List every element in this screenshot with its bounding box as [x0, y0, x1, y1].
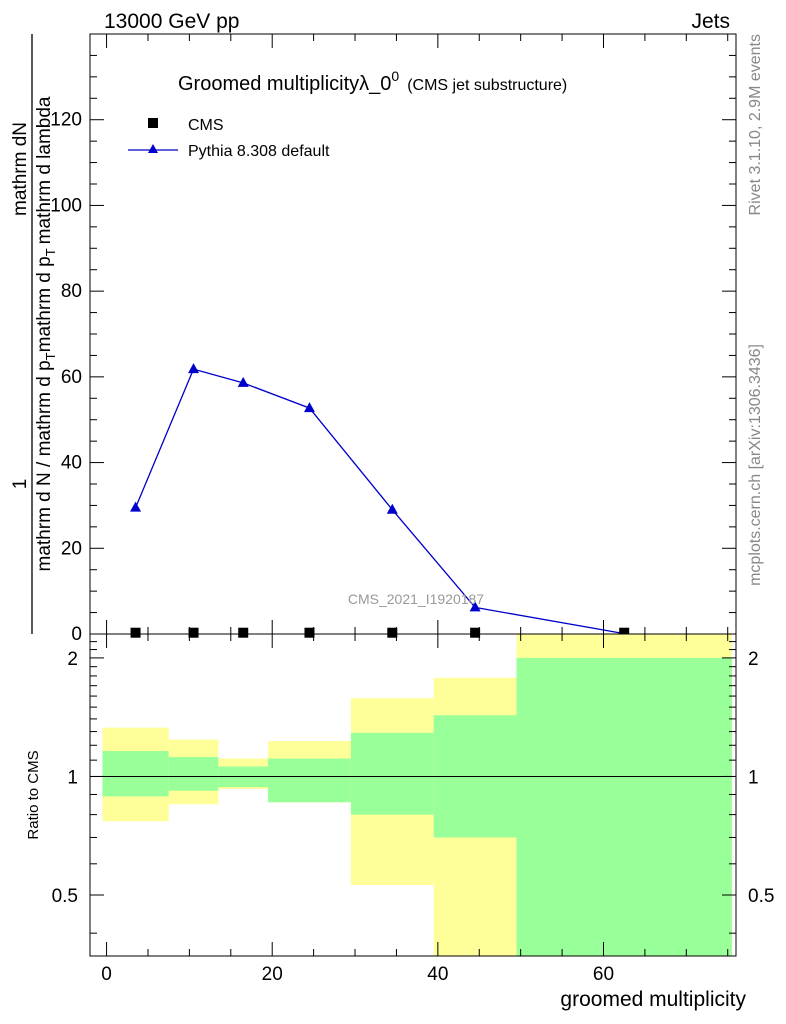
ratio-panel: 0.5 0.51 12 20 20 40 60 Ratio to CMS groomed m…: [25, 633, 774, 1011]
ratio-ytick-label-left: 2: [67, 649, 78, 670]
cms-point: [470, 627, 481, 638]
main-ytick-label: 100: [50, 195, 82, 216]
ratio-band-inner: [168, 757, 219, 791]
ratio-xtick-label: 60: [593, 964, 614, 985]
ratio-ytick-label-right: 2: [748, 649, 759, 670]
analysis-watermark: CMS_2021_I1920187: [348, 591, 484, 607]
cms-point: [130, 627, 141, 638]
legend-pythia-marker: [148, 144, 158, 153]
ratio-xlabel: groomed multiplicity: [560, 988, 746, 1011]
pythia-point: [386, 503, 398, 514]
main-ytick-label: 40: [61, 453, 82, 474]
ratio-band-inner: [268, 758, 351, 803]
ratio-band-inner: [516, 657, 732, 956]
rivet-label: Rivet 3.1.10, 2.9M events: [747, 34, 764, 215]
main-frame: [89, 33, 737, 635]
ratio-band-inner: [350, 732, 434, 815]
ratio-xtick-label: 40: [427, 964, 448, 985]
ratio-ytick-label-right: 0.5: [748, 886, 774, 907]
main-panel: 0 20 40 60 80 100 120 Groomed multiplicityλ_00…: [10, 33, 737, 645]
main-ytick-label: 80: [61, 281, 82, 302]
legend: CMS Pythia 8.308 default: [128, 117, 330, 160]
cms-point: [304, 627, 315, 638]
mcplots-label: mcplots.cern.ch [arXiv:1306.3436]: [747, 344, 764, 586]
pythia-point: [469, 601, 481, 612]
ylabel-fraction-dn: mathrm dN: [10, 122, 31, 216]
ylabel-fraction-one: 1: [10, 479, 31, 490]
ylabel-denominator: mathrm d N / mathrm d pTmathrm d pTmathr…: [34, 96, 58, 571]
pythia-point: [303, 402, 315, 413]
main-ytick-label: 120: [50, 110, 82, 131]
ratio-ytick-label-left: 1: [67, 767, 78, 788]
main-ylabel: 1 mathrm dN mathrm d N / mathrm d pTmath…: [10, 34, 58, 634]
pythia-point: [237, 376, 249, 387]
header-left-label: 13000 GeV pp: [104, 10, 239, 33]
main-ytick-label: 0: [71, 624, 82, 645]
pythia-point: [188, 363, 200, 374]
legend-cms-label: CMS: [188, 117, 224, 134]
legend-cms-marker: [148, 118, 158, 128]
cms-point: [619, 627, 630, 638]
pythia-point: [130, 501, 142, 512]
main-title: Groomed multiplicityλ_00(CMS jet substru…: [178, 68, 567, 95]
main-ytick-label: 20: [61, 538, 82, 559]
cms-point: [188, 627, 199, 638]
ratio-ytick-label-right: 1: [748, 767, 759, 788]
main-ytick-label: 60: [61, 367, 82, 388]
ratio-ytick-label-left: 0.5: [52, 886, 78, 907]
legend-pythia-label: Pythia 8.308 default: [188, 143, 330, 160]
header-right-label: Jets: [691, 10, 730, 33]
ratio-frame: [89, 633, 737, 957]
ratio-xtick-label: 20: [262, 964, 283, 985]
cms-point: [238, 627, 249, 638]
ratio-band-inner: [102, 751, 169, 797]
cms-point: [387, 627, 398, 638]
ratio-ylabel: Ratio to CMS: [25, 750, 42, 839]
ratio-xtick-label: 0: [101, 964, 112, 985]
